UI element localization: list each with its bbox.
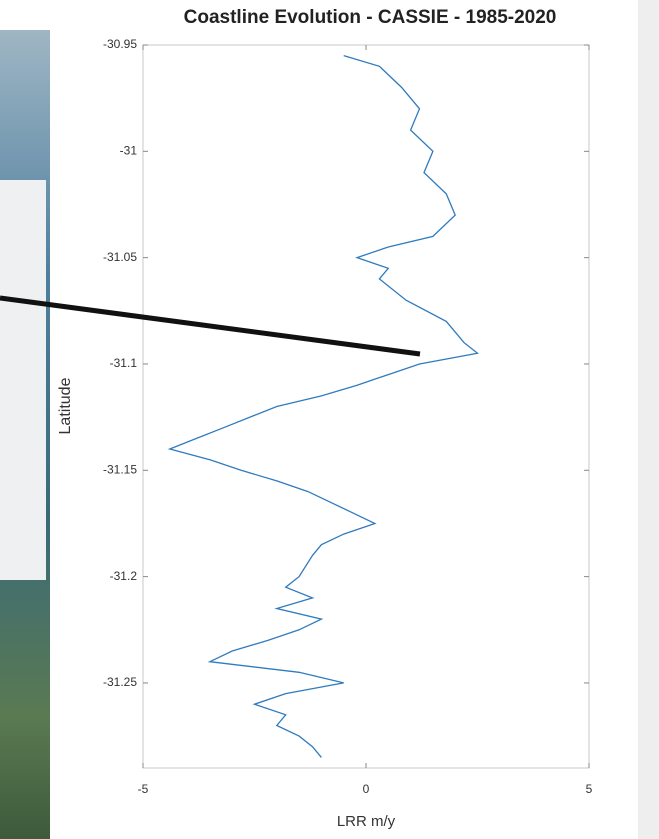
chart-title: Coastline Evolution - CASSIE - 1985-2020 [184,7,557,28]
x-tick-label: -5 [138,782,149,796]
x-tick-label: 5 [586,782,593,796]
y-tick-label: -31 [120,143,138,157]
y-tick-label: -31.25 [103,675,137,689]
y-tick-label: -31.15 [103,462,137,476]
y-tick-label: -31.2 [110,569,138,583]
marks: -30.95 -31 -31.05 -31.1 -31.15 -31.2 -31.25 -5 0… [103,37,593,796]
x-tick-label: 0 [363,782,370,796]
x-axis-label: LRR m/y [337,813,396,830]
annotation-pointer [0,295,421,357]
y-tick-label: -30.95 [103,37,137,51]
y-tick-label: -31.1 [110,356,138,370]
plot-area [142,44,590,769]
right-strip [638,0,659,839]
side-panel [0,180,46,580]
y-tick-label: -31.05 [103,250,137,264]
data-line [167,54,480,758]
y-axis-label: Latitude [57,377,74,434]
